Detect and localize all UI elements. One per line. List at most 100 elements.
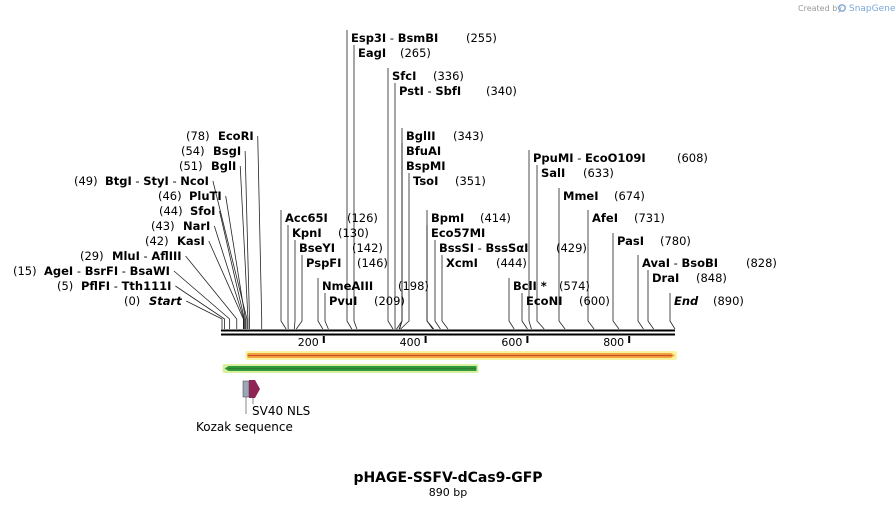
site-label-esp3i[interactable]: Esp3I - BsmBI (255) [351,31,497,45]
site-label-btgi[interactable]: (49) BtgI - StyI - NcoI [74,174,209,188]
site-bglii[interactable]: BglII (343) [406,129,484,143]
leader-bspmi [399,158,403,330]
site-bspmi[interactable]: BspMI [406,159,446,173]
leader-btgi [212,180,248,329]
site-separator: - [574,151,585,165]
site-kpni[interactable]: KpnI (130) [292,226,369,240]
site-label-afei[interactable]: AfeI (731) [592,211,665,225]
site-sfoi[interactable]: (44) SfoI [159,204,215,218]
site-avai[interactable]: AvaI - BsoBI (828) [642,256,777,270]
site-enzyme-name: AvaI [642,256,670,270]
site-label-bspmi[interactable]: BspMI [406,159,446,173]
site-label-eagi[interactable]: EagI (265) [358,46,431,60]
site-label-bseyi[interactable]: BseYI (142) [299,241,383,255]
site-nmeaiii[interactable]: NmeAIII (198) [322,279,429,293]
site-sfci[interactable]: SfcI (336) [392,69,464,83]
site-label-bfuai[interactable]: BfuAI [406,144,441,158]
site-end[interactable]: End (890) [674,294,744,308]
site-bsgi[interactable]: (54) BsgI [181,144,241,158]
site-start[interactable]: (0) Start [124,294,182,308]
site-sali[interactable]: SalI (633) [541,166,614,180]
site-label-tsoi[interactable]: TsoI (351) [413,174,486,188]
site-label-sfoi[interactable]: (44) SfoI [159,204,215,218]
site-bpmi[interactable]: BpmI (414) [431,211,511,225]
site-bcli[interactable]: BclI * (574) [513,279,590,293]
site-label-sali[interactable]: SalI (633) [541,166,614,180]
site-psti[interactable]: PstI - SbfI (340) [399,84,517,98]
site-label-avai[interactable]: AvaI - BsoBI (828) [642,256,777,270]
site-label-nari[interactable]: (43) NarI [151,219,210,233]
site-drai[interactable]: DraI (848) [652,271,727,285]
site-mlui[interactable]: (29) MluI - AflIII [80,249,182,263]
site-pspfi[interactable]: PspFI (146) [306,256,388,270]
site-label-bpmi[interactable]: BpmI (414) [431,211,511,225]
site-ppumi[interactable]: PpuMI - EcoO109I (608) [533,151,708,165]
leader-end [669,293,676,330]
site-label-acc65i[interactable]: Acc65I (126) [285,211,378,225]
site-label-sfci[interactable]: SfcI (336) [392,69,464,83]
site-pflfi[interactable]: (5) PflFI - Tth111I [57,279,171,293]
site-ecori[interactable]: (78) EcoRI [186,129,254,143]
site-label-drai[interactable]: DraI (848) [652,271,727,285]
site-label-ppumi[interactable]: PpuMI - EcoO109I (608) [533,151,708,165]
site-label-pspfi[interactable]: PspFI (146) [306,256,388,270]
site-eagi[interactable]: EagI (265) [358,46,431,60]
site-label-pasi[interactable]: PasI (780) [617,234,691,248]
site-mmei[interactable]: MmeI (674) [563,189,645,203]
site-label-kpni[interactable]: KpnI (130) [292,226,369,240]
site-label-bgli[interactable]: (51) BglI [179,159,236,173]
feature-sv40-nls[interactable]: SV40 NLS [249,380,310,418]
site-bsssi[interactable]: BssSI - BssSαI (429) [439,241,587,255]
site-kasi[interactable]: (42) KasI [145,234,205,248]
leader-bgli [239,165,249,329]
site-position: (51) [179,159,203,173]
site-label-bsssi[interactable]: BssSI - BssSαI (429) [439,241,587,255]
site-label-econi[interactable]: EcoNI (600) [526,294,610,308]
site-nari[interactable]: (43) NarI [151,219,210,233]
site-label-xcmi[interactable]: XcmI (444) [446,256,527,270]
site-bgli[interactable]: (51) BglI [179,159,236,173]
site-label-agei[interactable]: (15) AgeI - BsrFI - BsaWI [13,264,170,278]
site-label-mlui[interactable]: (29) MluI - AflIII [80,249,182,263]
site-label-pvui[interactable]: PvuI (209) [329,294,405,308]
site-label-bsgi[interactable]: (54) BsgI [181,144,241,158]
feature-orf-forward[interactable] [245,351,677,360]
site-separator: - [474,241,485,255]
feature-orf-reverse[interactable] [222,364,479,373]
site-label-ecori[interactable]: (78) EcoRI [186,129,254,143]
site-pasi[interactable]: PasI (780) [617,234,691,248]
site-label-start[interactable]: (0) Start [124,294,182,308]
site-separator: - [169,174,180,188]
site-label-bcli[interactable]: BclI * (574) [513,279,590,293]
site-agei[interactable]: (15) AgeI - BsrFI - BsaWI [13,264,170,278]
site-enzyme-name: SfoI [190,204,215,218]
site-label-bglii[interactable]: BglII (343) [406,129,484,143]
site-tsoi[interactable]: TsoI (351) [413,174,486,188]
site-label-mmei[interactable]: MmeI (674) [563,189,645,203]
site-bseyi[interactable]: BseYI (142) [299,241,383,255]
site-pvui[interactable]: PvuI (209) [329,294,405,308]
backbone-top-strand [221,329,675,332]
site-label-eco57mi[interactable]: Eco57MI [431,226,485,240]
leader-sfoi [219,210,245,329]
site-position: (633) [583,166,614,180]
site-acc65i[interactable]: Acc65I (126) [285,211,378,225]
site-label-pluti[interactable]: (46) PluTI [158,189,222,203]
site-econi[interactable]: EcoNI (600) [526,294,610,308]
site-label-kasi[interactable]: (42) KasI [145,234,205,248]
site-pluti[interactable]: (46) PluTI [158,189,222,203]
site-label-psti[interactable]: PstI - SbfI (340) [399,84,517,98]
leader-eagi [353,45,358,330]
site-btgi[interactable]: (49) BtgI - StyI - NcoI [74,174,209,188]
site-label-end[interactable]: End (890) [674,294,744,308]
kozak-label: Kozak sequence [196,420,293,434]
snapgene-branding: Created by SnapGene [798,4,896,14]
site-xcmi[interactable]: XcmI (444) [446,256,527,270]
site-label-pflfi[interactable]: (5) PflFI - Tth111I [57,279,171,293]
site-bfuai[interactable]: BfuAI [406,144,441,158]
site-afei[interactable]: AfeI (731) [592,211,665,225]
site-eco57mi[interactable]: Eco57MI [431,226,485,240]
site-label-nmeaiii[interactable]: NmeAIII (198) [322,279,429,293]
site-esp3i[interactable]: Esp3I - BsmBI (255) [351,31,497,45]
site-enzyme-name: AflIII [151,249,181,263]
